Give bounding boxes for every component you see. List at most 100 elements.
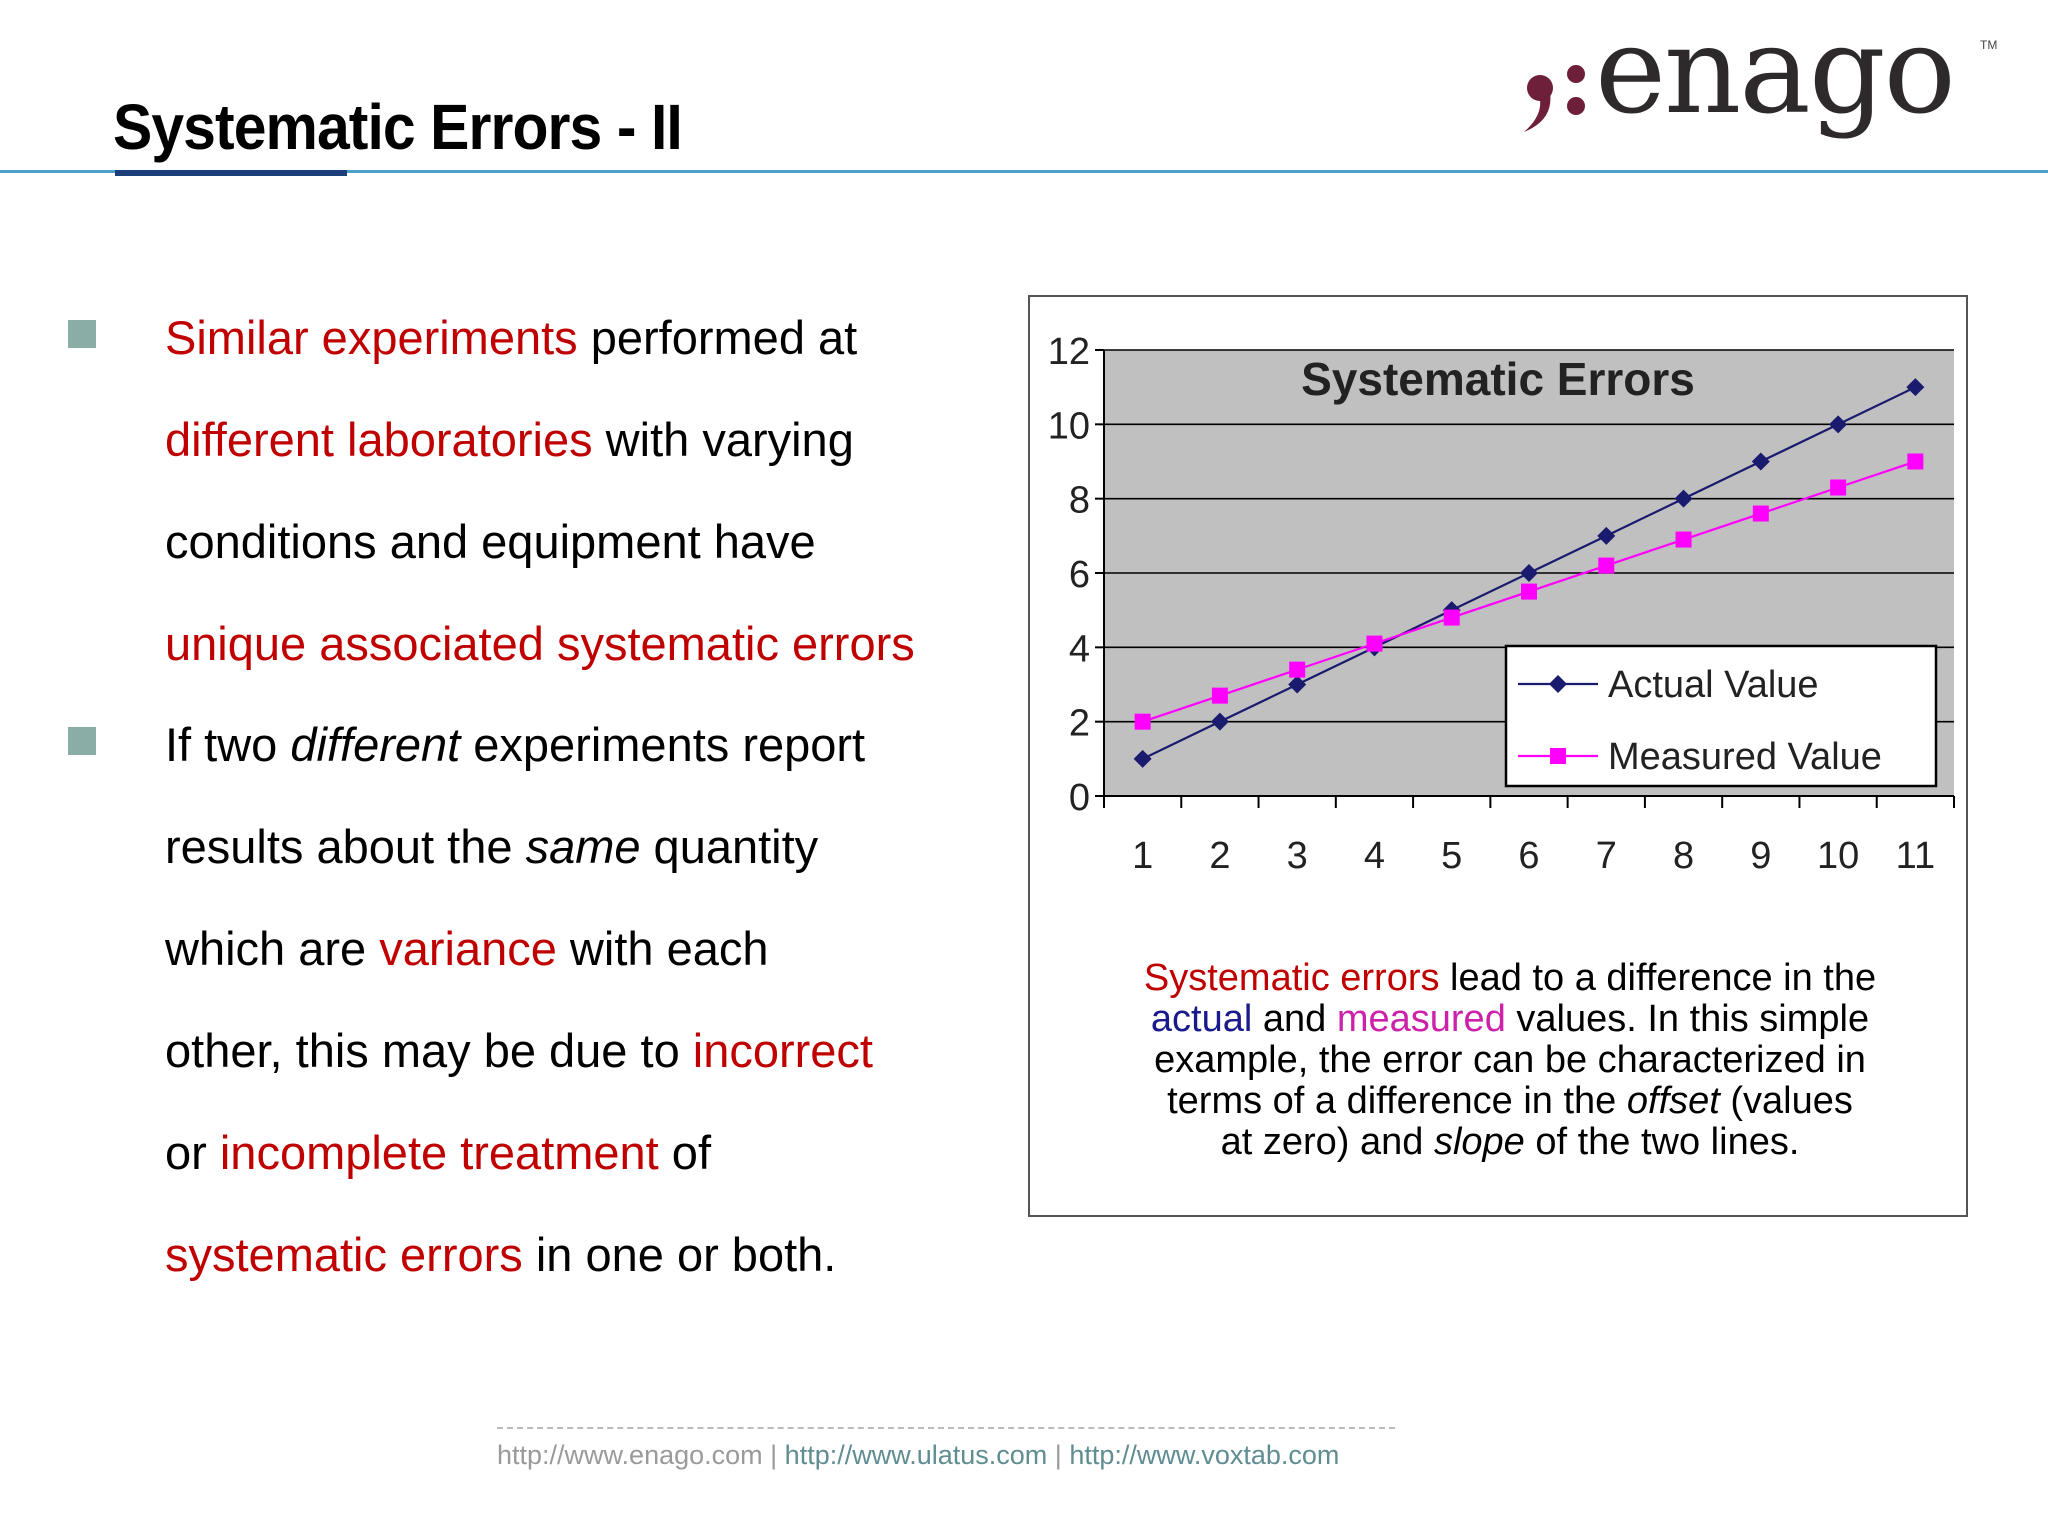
highlight-text: variance [379, 922, 557, 975]
body-text: terms of a difference in the [1167, 1080, 1627, 1122]
footer-divider [497, 1427, 1395, 1429]
bullet-1-line-1: Similar experiments performed at [165, 310, 857, 366]
measured-value-point [1752, 505, 1769, 522]
caption-line-3: example, the error can be characterized … [1040, 1040, 1980, 1081]
highlight-text: unique associated systematic errors [165, 617, 915, 670]
highlight-text: different laboratories [165, 413, 593, 466]
caption-line-2: actual and measured values. In this simp… [1040, 999, 1980, 1040]
highlight-text: Similar experiments [165, 311, 578, 364]
highlight-text: Systematic errors [1143, 957, 1440, 999]
x-tick-label: 5 [1441, 835, 1462, 877]
bullet-1-line-2: different laboratories with varying [165, 412, 854, 468]
logo-trademark: TM [1980, 38, 1998, 52]
italic-text: slope [1433, 1121, 1525, 1163]
body-text: of the two lines. [1524, 1121, 1800, 1163]
actual-value-point [1906, 378, 1925, 397]
x-tick-label: 3 [1287, 835, 1308, 877]
chart-caption: Systematic errors lead to a difference i… [1040, 958, 1980, 1163]
y-tick-label: 12 [1048, 331, 1090, 373]
footer-separator: | [762, 1440, 785, 1470]
measured-value-point [1830, 479, 1847, 496]
highlight-text: incorrect [692, 1024, 873, 1077]
title-rule-accent [115, 170, 347, 176]
measured-value-point [1211, 687, 1228, 704]
measured-value-point [1907, 453, 1924, 470]
legend-swatch-marker [1549, 675, 1567, 693]
x-tick-label: 7 [1596, 835, 1617, 877]
caption-line-1: Systematic errors lead to a difference i… [1040, 958, 1980, 999]
body-text: performed at [577, 311, 858, 364]
legend-label: Measured Value [1608, 736, 1882, 778]
bullet-2-line-6: systematic errors in one or both. [165, 1227, 836, 1283]
footer-link-enago[interactable]: http://www.enago.com [497, 1440, 763, 1470]
body-text: (values [1719, 1080, 1853, 1122]
actual-value-point [1520, 564, 1538, 582]
bullet-2-line-3: which are variance with each [165, 921, 769, 977]
measured-value-point [1366, 635, 1383, 652]
footer-separator: | [1047, 1440, 1070, 1470]
body-text: and [1252, 998, 1337, 1040]
actual-value-point [1829, 415, 1848, 434]
bullet-2-line-5: or incomplete treatment of [165, 1125, 711, 1181]
body-text: or [165, 1126, 220, 1179]
logo-wordmark: enago [1595, 2, 1956, 141]
bullet-1-line-3: conditions and equipment have [165, 514, 816, 570]
body-text: at zero) and [1220, 1121, 1434, 1163]
x-tick-label: 11 [1896, 835, 1935, 877]
body-text: which are [165, 922, 380, 975]
x-tick-label: 1 [1132, 835, 1153, 877]
y-tick-label: 0 [1069, 777, 1090, 819]
italic-text: different [290, 718, 461, 771]
actual-text: actual [1150, 998, 1253, 1040]
body-text: with each [556, 922, 769, 975]
chart-title: Systematic Errors [1301, 353, 1695, 405]
body-text: conditions and equipment have [165, 515, 816, 568]
x-tick-label: 8 [1673, 835, 1694, 877]
measured-text: measured [1336, 998, 1506, 1040]
body-text: quantity [640, 820, 819, 873]
legend-box [1504, 644, 1938, 788]
legend-label: Actual Value [1608, 664, 1819, 706]
bullet-2-line-1: If two different experiments report [165, 717, 865, 773]
slide-title: Systematic Errors - II [113, 91, 683, 163]
body-text: results about the [165, 820, 526, 873]
highlight-text: incomplete treatment [219, 1126, 659, 1179]
actual-value-point [1210, 712, 1229, 731]
body-text: with varying [592, 413, 854, 466]
bullet-marker [68, 727, 96, 755]
actual-value-point [1597, 526, 1616, 545]
logo-mark-icon [1524, 65, 1585, 132]
bullet-2-line-2: results about the same quantity [165, 819, 818, 875]
caption-line-5: at zero) and slope of the two lines. [1040, 1122, 1980, 1163]
highlight-text: systematic errors [165, 1228, 523, 1281]
measured-value-point [1521, 583, 1537, 600]
x-tick-label: 6 [1518, 835, 1539, 877]
body-text: If two [165, 718, 291, 771]
body-text: other, this may be due to [165, 1024, 693, 1077]
italic-text: offset [1626, 1080, 1720, 1122]
y-tick-label: 10 [1048, 405, 1090, 447]
y-tick-label: 4 [1069, 628, 1090, 670]
measured-value-point [1598, 557, 1615, 574]
title-rule [0, 170, 2048, 173]
x-tick-label: 9 [1750, 835, 1771, 877]
actual-value-point [1751, 452, 1770, 471]
measured-value-point [1443, 609, 1460, 626]
measured-value-point [1675, 531, 1692, 548]
bullet-marker [68, 320, 96, 348]
body-text: experiments report [460, 718, 866, 771]
y-tick-label: 8 [1069, 480, 1090, 522]
body-text: lead to a difference in the [1439, 957, 1877, 999]
measured-value-point [1289, 661, 1306, 678]
y-tick-label: 2 [1069, 703, 1090, 745]
bullet-2-line-4: other, this may be due to incorrect [165, 1023, 873, 1079]
actual-value-point [1288, 675, 1307, 694]
actual-value-point [1674, 489, 1693, 508]
italic-text: same [525, 820, 641, 873]
caption-line-4: terms of a difference in the offset (val… [1040, 1081, 1980, 1122]
footer-link-ulatus[interactable]: http://www.ulatus.com [784, 1440, 1048, 1470]
x-tick-label: 4 [1364, 835, 1385, 877]
footer-link-voxtab[interactable]: http://www.voxtab.com [1069, 1440, 1340, 1470]
legend-swatch-marker [1550, 748, 1566, 764]
